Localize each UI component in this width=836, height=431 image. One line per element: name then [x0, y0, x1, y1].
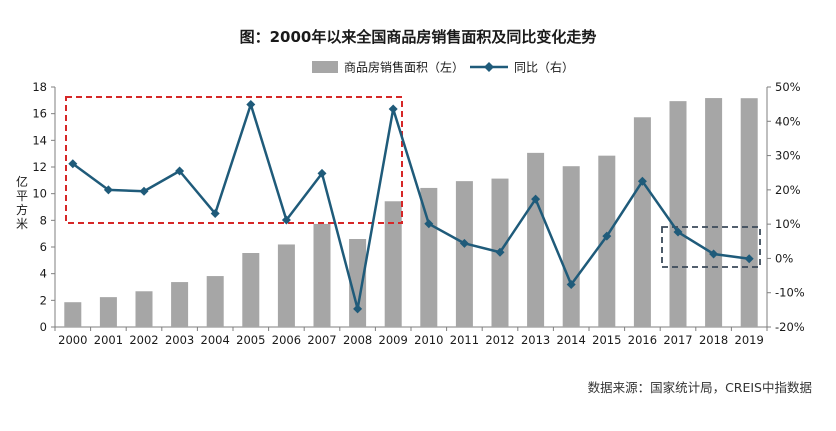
x-tick-label: 2014 [557, 333, 586, 347]
line-point [602, 231, 612, 241]
highlight-boxes [65, 96, 761, 268]
x-tick-label: 2019 [735, 333, 764, 347]
bar [99, 297, 117, 327]
line-point [709, 249, 719, 259]
line-point [246, 99, 256, 109]
x-tick-label: 2017 [663, 333, 692, 347]
bar [420, 187, 438, 327]
bar [135, 291, 153, 327]
y-tick-label: 12 [32, 160, 47, 174]
x-tick-label: 2004 [201, 333, 230, 347]
bar [633, 117, 651, 328]
y2-tick-label: 0% [775, 251, 793, 265]
bar [64, 302, 82, 327]
y-tick-label: 4 [40, 267, 47, 281]
y2-tick-label: 10% [775, 217, 801, 231]
legend-diamond-icon [484, 62, 494, 72]
line-point [637, 176, 647, 186]
x-tick-label: 2007 [307, 333, 336, 347]
line-point [317, 168, 327, 178]
highlight-box-gray [661, 226, 761, 268]
line-series [68, 99, 754, 314]
line-point [210, 209, 220, 219]
line-point [103, 185, 113, 195]
y2-tick-label: -10% [775, 286, 805, 300]
y2-tick-label: 20% [775, 183, 801, 197]
x-tick-label: 2010 [414, 333, 443, 347]
y-tick-label: 16 [32, 107, 47, 121]
line-point [531, 194, 541, 204]
y-tick-label: 8 [40, 213, 47, 227]
y2-tick-label: -20% [775, 320, 805, 334]
bar [277, 244, 295, 327]
y-tick-label: 10 [32, 187, 47, 201]
line-point [353, 304, 363, 314]
bar [384, 201, 402, 327]
line-point [68, 159, 78, 169]
y-axis-label-char: 平 [16, 189, 28, 203]
x-tick-label: 2002 [129, 333, 158, 347]
bar-series [64, 98, 758, 328]
source-note: 数据来源：国家统计局，CREIS中指数据 [588, 380, 812, 395]
x-tick-label: 2001 [94, 333, 123, 347]
y2-tick-label: 40% [775, 114, 801, 128]
legend: 商品房销售面积（左） 同比（右） [312, 60, 574, 75]
legend-line-label: 同比（右） [514, 60, 574, 75]
line-point [495, 247, 505, 257]
y-tick-label: 2 [40, 293, 47, 307]
y2-tick-label: 50% [775, 80, 801, 94]
bar [598, 155, 616, 327]
y-tick-label: 18 [32, 80, 47, 94]
line-point [744, 254, 754, 264]
line-point [673, 227, 683, 237]
x-tick-label: 2016 [628, 333, 657, 347]
legend-bar-label: 商品房销售面积（左） [344, 60, 464, 75]
y2-tick-label: 30% [775, 149, 801, 163]
bar [740, 98, 758, 327]
x-tick-label: 2013 [521, 333, 550, 347]
bar [562, 166, 580, 327]
x-tick-label: 2005 [236, 333, 265, 347]
line-point [459, 238, 469, 248]
bar [242, 253, 260, 327]
y-tick-label: 14 [32, 133, 47, 147]
line-point [175, 166, 185, 176]
x-tick-label: 2015 [592, 333, 621, 347]
bar [171, 282, 189, 327]
x-tick-label: 2012 [485, 333, 514, 347]
x-tick-label: 2006 [272, 333, 301, 347]
bar [455, 181, 473, 327]
tick-labels: 0 2 4 6 8 10 12 14 16 18 -20% -10% 0% 10% 20% 30% 40% 50%… [32, 80, 804, 347]
line-point [139, 186, 149, 196]
y-axis-label-char: 方 [16, 202, 28, 217]
x-tick-label: 2011 [450, 333, 479, 347]
x-tick-label: 2018 [699, 333, 728, 347]
chart-title: 图：2000年以来全国商品房销售面积及同比变化走势 [240, 28, 597, 46]
bar [349, 239, 367, 327]
line-point [424, 219, 434, 229]
y-axis-label-char: 米 [16, 217, 28, 231]
x-tick-label: 2003 [165, 333, 194, 347]
highlight-box-red [65, 96, 403, 224]
x-tick-label: 2008 [343, 333, 372, 347]
bar [705, 98, 723, 327]
y-tick-label: 6 [40, 240, 47, 254]
x-tick-label: 2000 [58, 333, 87, 347]
bar [313, 223, 331, 327]
x-tick-label: 2009 [379, 333, 408, 347]
y-axis-label-char: 亿 [16, 174, 28, 189]
yoy-line [72, 103, 750, 311]
bar [206, 276, 224, 327]
legend-bar-swatch [312, 61, 338, 73]
bar [527, 152, 545, 327]
bar [669, 101, 687, 327]
y-tick-label: 0 [40, 320, 47, 334]
line-point [388, 104, 398, 114]
line-point [281, 215, 291, 225]
line-point [566, 279, 576, 289]
